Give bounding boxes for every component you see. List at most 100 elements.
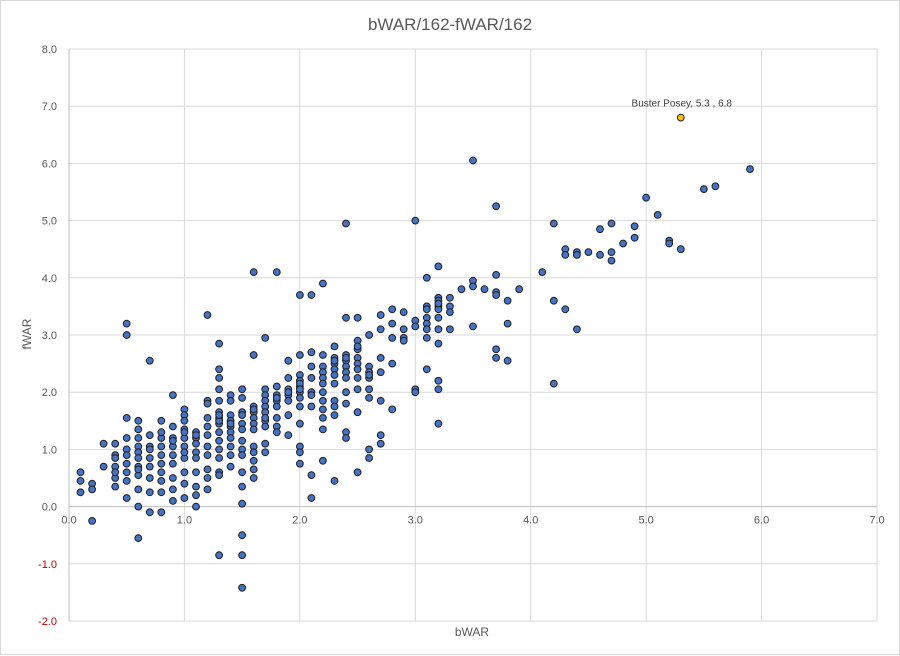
- data-point: [330, 356, 339, 365]
- data-point: [307, 402, 316, 411]
- data-point: [180, 494, 189, 502]
- data-point: [111, 454, 120, 462]
- data-point: [630, 233, 639, 242]
- data-point: [492, 345, 501, 354]
- x-tick-label: 7.0: [869, 515, 884, 527]
- x-tick-label: 4.0: [523, 515, 538, 527]
- data-point: [365, 331, 374, 339]
- data-point: [99, 462, 108, 471]
- data-point: [111, 482, 120, 491]
- data-point: [596, 251, 604, 259]
- data-point: [319, 379, 327, 388]
- data-point: [249, 465, 258, 474]
- data-point: [296, 351, 304, 359]
- x-tick-label: 3.0: [408, 515, 423, 527]
- data-point: [573, 325, 581, 334]
- data-point: [284, 396, 293, 405]
- data-point: [145, 508, 154, 517]
- data-point: [296, 448, 304, 457]
- data-point: [342, 399, 350, 408]
- data-point: [711, 182, 720, 191]
- data-point: [192, 454, 200, 462]
- data-point: [446, 308, 454, 317]
- data-point: [434, 313, 443, 322]
- data-point: [272, 382, 281, 391]
- data-point: [330, 477, 339, 485]
- data-point: [319, 405, 327, 414]
- data-point: [145, 474, 154, 482]
- data-point: [319, 456, 327, 465]
- data-point: [376, 325, 385, 334]
- data-point: [203, 485, 212, 494]
- data-point: [307, 374, 316, 382]
- data-point: [480, 285, 489, 294]
- data-point: [180, 448, 189, 457]
- data-point: [353, 408, 362, 417]
- data-point: [192, 482, 200, 491]
- data-point: [319, 279, 327, 288]
- data-point: [296, 394, 304, 402]
- y-tick-label: 8.0: [42, 44, 57, 56]
- data-point: [676, 245, 685, 254]
- data-point: [88, 485, 96, 494]
- data-point: [261, 414, 270, 422]
- data-point: [342, 354, 350, 362]
- y-tick-label: 2.0: [42, 387, 57, 399]
- data-point: [573, 251, 581, 259]
- data-point: [134, 454, 143, 462]
- data-point: [492, 271, 501, 279]
- data-point: [134, 534, 143, 542]
- data-point: [584, 248, 593, 257]
- gridlines: [69, 48, 878, 622]
- data-point: [169, 459, 177, 468]
- data-point: [353, 468, 362, 477]
- data-point: [76, 477, 85, 485]
- data-point: [203, 451, 212, 460]
- data-point: [134, 465, 143, 474]
- x-tick-label: 1.0: [177, 515, 192, 527]
- data-point: [215, 385, 224, 394]
- data-point: [607, 256, 616, 265]
- data-point: [330, 379, 339, 388]
- data-point: [399, 336, 408, 345]
- data-point: [238, 551, 247, 560]
- data-point: [203, 414, 212, 422]
- data-point: [434, 299, 443, 308]
- data-point: [307, 291, 316, 299]
- data-point: [203, 399, 212, 408]
- data-point: [203, 311, 212, 319]
- y-tick-label: 7.0: [42, 101, 57, 113]
- data-point: [307, 362, 316, 371]
- x-tick-label: 6.0: [754, 515, 769, 527]
- data-point: [630, 222, 639, 231]
- data-point: [169, 497, 177, 505]
- y-tick-label: 4.0: [42, 273, 57, 285]
- data-point: [157, 477, 166, 485]
- data-point: [192, 502, 200, 511]
- data-point: [169, 391, 177, 400]
- tick-labels: 8.0 7.0 6.0 5.0 4.0 3.0 2.0 1.0 0.0 -1.0 -2.0 0.0 1.…: [38, 44, 885, 628]
- data-point: [157, 459, 166, 468]
- data-point: [365, 394, 374, 402]
- data-point: [446, 293, 454, 302]
- data-point: [226, 419, 235, 428]
- y-tick-label: 6.0: [42, 158, 57, 170]
- data-point: [272, 428, 281, 437]
- data-points: [76, 113, 754, 592]
- data-point: [122, 319, 131, 328]
- data-point: [180, 416, 189, 425]
- data-point: [157, 468, 166, 477]
- data-point: [226, 451, 235, 460]
- data-point: [215, 551, 224, 560]
- data-point: [296, 459, 304, 468]
- data-point: [238, 482, 247, 491]
- data-point: [330, 342, 339, 351]
- data-point: [169, 485, 177, 494]
- data-point: [549, 379, 558, 388]
- data-point: [134, 416, 143, 425]
- data-point: [169, 451, 177, 460]
- data-point: [307, 471, 316, 480]
- y-tick-label: -2.0: [38, 616, 57, 628]
- data-point: [376, 439, 385, 448]
